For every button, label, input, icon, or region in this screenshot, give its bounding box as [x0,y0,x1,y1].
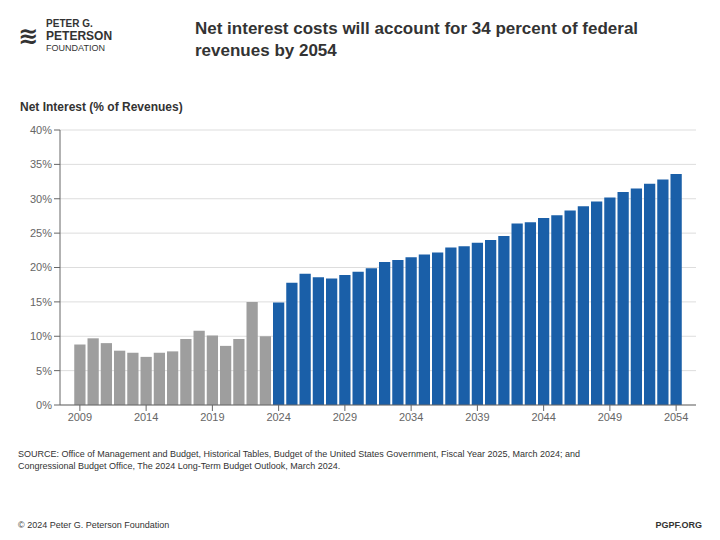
svg-text:2009: 2009 [68,411,92,423]
html-text:PETERSON: PETERSON [46,28,113,43]
svg-text:35%: 35% [30,158,52,170]
svg-text:30%: 30% [30,193,52,205]
html-text:FOUNDATION: FOUNDATION [46,43,105,54]
html-text:PGPF.ORG: PGPF.ORG [655,520,702,530]
svg-text:0%: 0% [36,399,52,411]
html-text:Net interest costs will accoun: Net interest costs will account for 34 p… [195,19,639,61]
svg-text:2019: 2019 [200,411,224,423]
svg-text:2049: 2049 [598,411,622,423]
svg-text:2044: 2044 [531,411,555,423]
html-text:PETER G.: PETER G. [46,18,93,29]
svg-text:15%: 15% [30,296,52,308]
svg-text:5%: 5% [36,365,52,377]
svg-text:10%: 10% [30,330,52,342]
svg-text:20%: 20% [30,261,52,273]
svg-text:2039: 2039 [465,411,489,423]
svg-text:2034: 2034 [399,411,423,423]
svg-text:25%: 25% [30,227,52,239]
html-text:SOURCE: Office of Management a: SOURCE: Office of Management and Budget,… [18,449,580,472]
svg-text:2014: 2014 [134,411,158,423]
svg-text:2054: 2054 [664,411,688,423]
html-text:© 2024 Peter G. Peterson Found: © 2024 Peter G. Peterson Foundation [18,520,170,530]
svg-text:2024: 2024 [266,411,290,423]
svg-text:2029: 2029 [333,411,357,423]
svg-text:40%: 40% [30,124,52,136]
html-text:Net Interest (% of Revenues): Net Interest (% of Revenues) [20,100,183,114]
